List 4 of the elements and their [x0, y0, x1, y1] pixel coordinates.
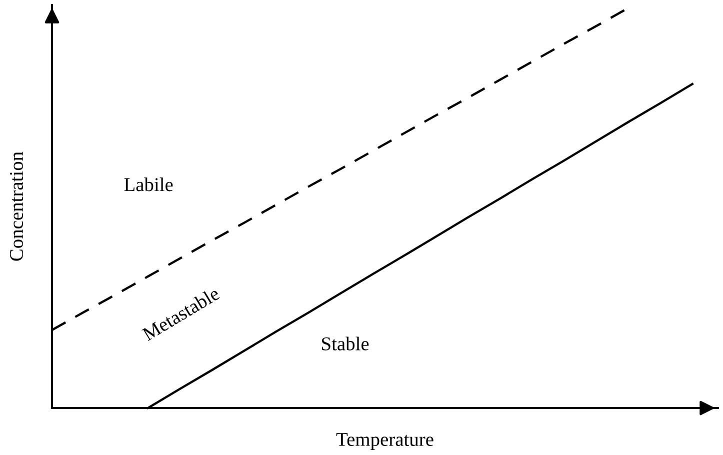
x-axis-title: Temperature: [336, 433, 434, 450]
annotation: Stable: [322, 336, 369, 350]
annotation: Labile: [124, 178, 173, 192]
y-axis-title: Concentration: [10, 152, 24, 261]
